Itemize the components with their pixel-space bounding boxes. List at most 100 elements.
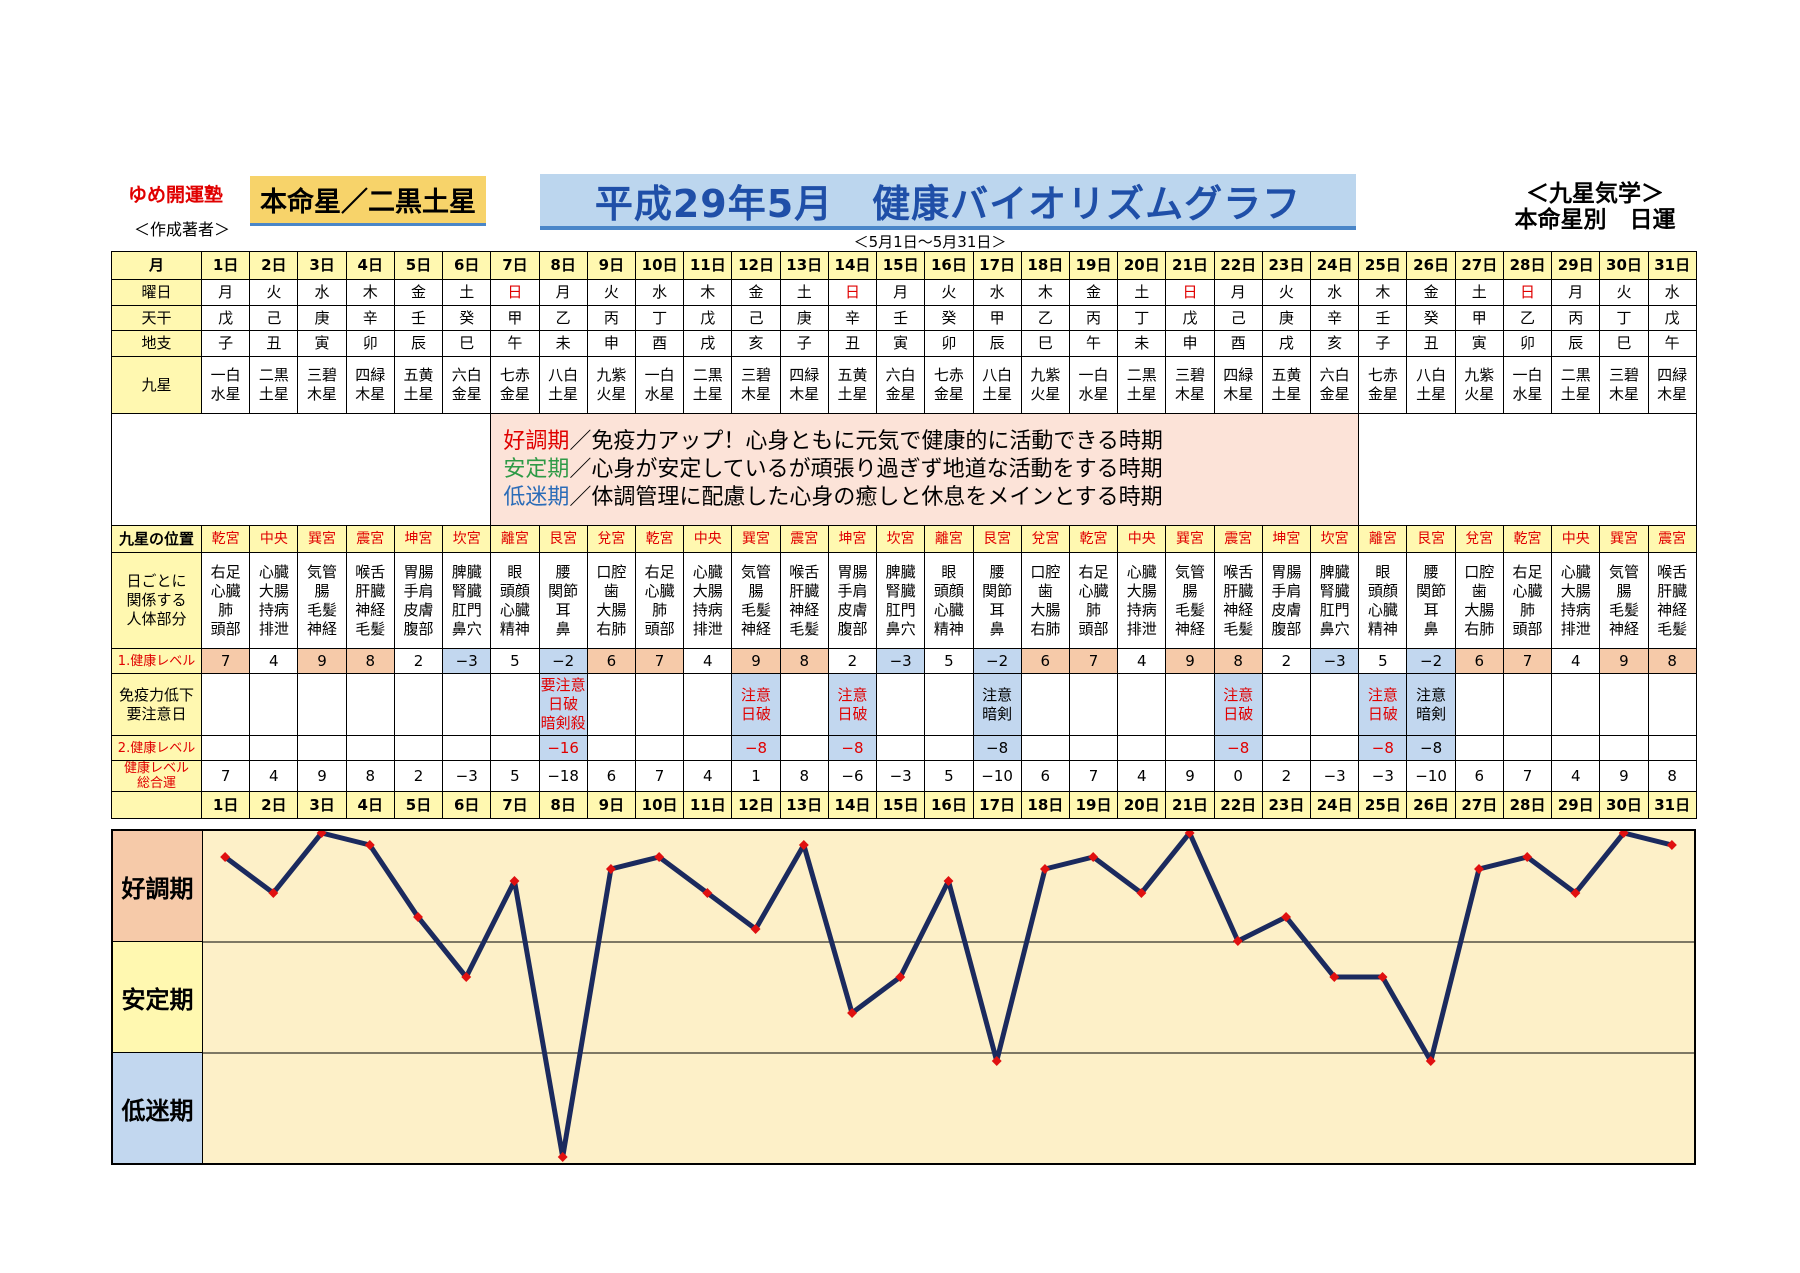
kyusei-cell: 四緑 木星 (779, 356, 829, 414)
data-point (220, 852, 231, 862)
day-header: 18日 (1020, 251, 1070, 280)
day-header: 2日 (249, 251, 299, 280)
body-part-cell: 腰 関節 耳 鼻 (972, 552, 1022, 649)
day-header: 11日 (683, 251, 733, 280)
chishi-cell: 巳 (442, 330, 492, 357)
data-point (1522, 852, 1533, 862)
total-cell: 8 (345, 760, 395, 792)
level1-cell: −3 (876, 648, 926, 674)
tenkan-cell: 甲 (490, 305, 540, 331)
body-part-cell: 脾臓 腎臓 肛門 鼻穴 (1310, 552, 1360, 649)
data-point (1184, 831, 1195, 838)
position-cell: 兌宮 (1020, 525, 1070, 553)
kyusei-cell: 六白 金星 (442, 356, 492, 414)
day-footer: 30日 (1599, 791, 1649, 819)
kyusei-cell: 一白 水星 (1068, 356, 1119, 414)
level2-cell (779, 735, 829, 761)
weekday-cell: 火 (586, 279, 636, 306)
chishi-cell: 亥 (1310, 330, 1360, 357)
level1-cell: 9 (297, 648, 347, 674)
level1-cell: 6 (1454, 648, 1504, 674)
level2-cell (924, 735, 974, 761)
day-footer: 20日 (1117, 791, 1167, 819)
data-point (413, 912, 423, 922)
caution-cell (924, 673, 974, 736)
legend-low: 低迷期／体調管理に配慮した心身の癒しと休息をメインとする時期 (503, 484, 1357, 512)
caution-cell (442, 673, 492, 736)
kyusei-cell: 四緑 木星 (1213, 356, 1263, 414)
tenkan-cell: 丙 (1068, 305, 1119, 331)
kyusei-cell: 八白 土星 (538, 356, 588, 414)
position-cell: 艮宮 (972, 525, 1022, 553)
level2-cell (634, 735, 685, 761)
label-position: 九星の位置 (111, 525, 202, 553)
day-footer: 17日 (972, 791, 1022, 819)
weekday-cell: 金 (1406, 279, 1456, 306)
weekday-cell: 金 (393, 279, 444, 306)
tenkan-cell: 丙 (586, 305, 636, 331)
day-footer: 9日 (586, 791, 636, 819)
kyusei-cell: 五黄 土星 (1261, 356, 1312, 414)
body-part-cell: 胃腸 手肩 皮膚 腹部 (1261, 552, 1312, 649)
chishi-cell: 酉 (1213, 330, 1263, 357)
day-footer: 5日 (393, 791, 444, 819)
day-footer: 3日 (297, 791, 347, 819)
total-cell: −6 (827, 760, 878, 792)
day-footer: 22日 (1213, 791, 1263, 819)
body-part-cell: 口腔 歯 大腸 右肺 (1020, 552, 1070, 649)
day-header: 19日 (1068, 251, 1119, 280)
level1-cell: 8 (1647, 648, 1697, 674)
chishi-cell: 卯 (924, 330, 974, 357)
data-point (1377, 972, 1388, 982)
legend-spacer-right (1358, 413, 1697, 526)
position-cell: 艮宮 (1406, 525, 1456, 553)
level1-cell: −2 (538, 648, 588, 674)
level2-cell (249, 735, 299, 761)
tenkan-cell: 壬 (393, 305, 444, 331)
data-point (1474, 864, 1484, 874)
body-part-cell: 腰 関節 耳 鼻 (1406, 552, 1456, 649)
weekday-cell: 金 (1068, 279, 1119, 306)
day-footer: 15日 (876, 791, 926, 819)
chishi-cell: 寅 (876, 330, 926, 357)
total-cell: −3 (1310, 760, 1360, 792)
caution-cell (683, 673, 733, 736)
tenkan-cell: 丁 (1117, 305, 1167, 331)
level2-cell (200, 735, 251, 761)
day-footer: 27日 (1454, 791, 1504, 819)
data-point (1329, 972, 1340, 982)
honmei-badge: 本命星／二黒土星 (250, 176, 486, 226)
total-cell: 0 (1213, 760, 1263, 792)
legend-spacer-left (110, 413, 492, 526)
chishi-cell: 辰 (1551, 330, 1601, 357)
total-cell: −3 (442, 760, 492, 792)
tenkan-cell: 辛 (345, 305, 395, 331)
body-part-cell: 右足 心臓 肺 頭部 (634, 552, 685, 649)
chishi-cell: 子 (1358, 330, 1408, 357)
body-part-cell: 脾臓 腎臓 肛門 鼻穴 (442, 552, 492, 649)
label-caution: 免疫力低下 要注意日 (111, 673, 202, 736)
weekday-cell: 土 (779, 279, 829, 306)
position-cell: 巽宮 (1599, 525, 1649, 553)
level1-cell: 6 (1020, 648, 1070, 674)
day-footer: 29日 (1551, 791, 1601, 819)
weekday-cell: 木 (683, 279, 733, 306)
tenkan-cell: 丁 (634, 305, 685, 331)
chishi-cell: 申 (586, 330, 636, 357)
chishi-cell: 未 (538, 330, 588, 357)
day-footer: 13日 (779, 791, 829, 819)
weekday-cell: 火 (924, 279, 974, 306)
day-footer: 23日 (1261, 791, 1312, 819)
day-footer: 25日 (1358, 791, 1408, 819)
level1-cell: 8 (1213, 648, 1263, 674)
position-cell: 坤宮 (1261, 525, 1312, 553)
level2-cell (1068, 735, 1119, 761)
chishi-cell: 戌 (683, 330, 733, 357)
total-cell: 6 (1020, 760, 1070, 792)
chishi-cell: 未 (1117, 330, 1167, 357)
footer-spacer (111, 791, 202, 819)
tenkan-cell: 己 (731, 305, 781, 331)
tenkan-cell: 甲 (972, 305, 1022, 331)
level1-cell: 9 (1599, 648, 1649, 674)
kyusei-cell: 二黒 土星 (1117, 356, 1167, 414)
